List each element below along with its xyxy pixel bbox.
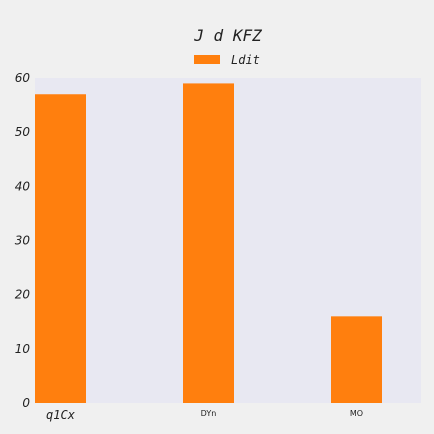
legend: Ldit bbox=[194, 53, 260, 67]
x-tick-label: DYn bbox=[201, 409, 217, 418]
y-tick-label: 60 bbox=[15, 71, 31, 85]
bar-q1Cx bbox=[35, 94, 86, 403]
y-tick-label: 0 bbox=[22, 396, 30, 410]
y-tick-label: 10 bbox=[15, 342, 31, 356]
x-tick-label: q1Cx bbox=[46, 408, 76, 422]
bar-DYn bbox=[183, 83, 234, 404]
x-tick-label: MO bbox=[350, 409, 363, 418]
y-tick-label: 30 bbox=[15, 234, 31, 248]
y-axis-ticks: 0 10 20 30 40 50 60 bbox=[15, 71, 31, 410]
y-tick-label: 40 bbox=[15, 179, 31, 193]
legend-label: Ldit bbox=[231, 53, 260, 67]
chart-title: J d KFZ bbox=[193, 26, 262, 45]
bars bbox=[35, 83, 382, 404]
y-tick-label: 50 bbox=[15, 125, 31, 139]
y-tick-label: 20 bbox=[15, 288, 31, 302]
legend-swatch bbox=[194, 55, 220, 64]
x-axis-ticks: q1Cx DYn MO bbox=[46, 408, 363, 422]
bar-MO bbox=[331, 316, 382, 403]
